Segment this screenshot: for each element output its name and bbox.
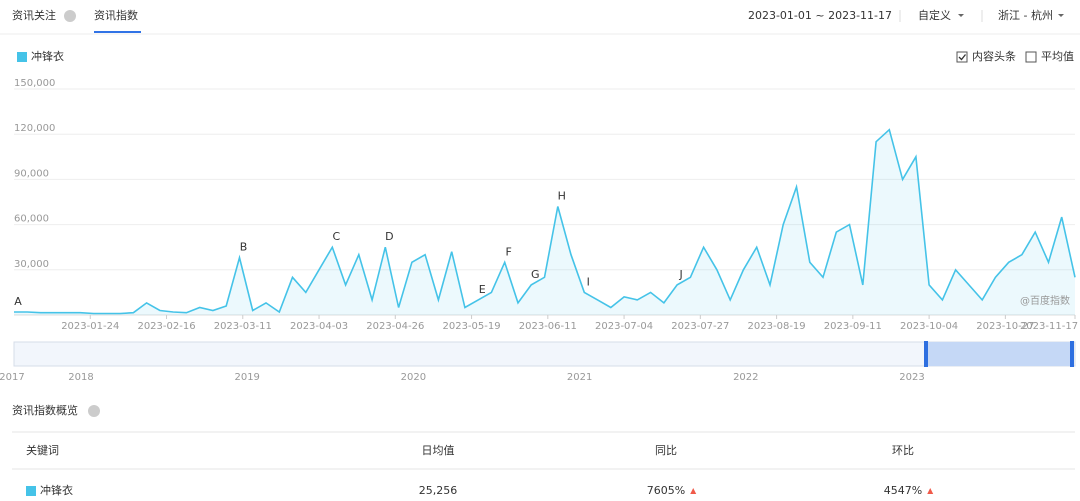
navigator-year: 2020 bbox=[401, 372, 426, 383]
x-tick-label: 2023-11-17 bbox=[1020, 321, 1078, 332]
region-select[interactable]: 浙江 - 杭州 bbox=[998, 8, 1053, 22]
up-arrow bbox=[690, 488, 697, 494]
checkmark bbox=[958, 54, 967, 61]
navigator[interactable] bbox=[13, 341, 1076, 367]
tab[interactable]: 资讯关注 bbox=[12, 8, 56, 22]
table-header: 同比 bbox=[655, 444, 677, 457]
x-tick-label: 2023-08-19 bbox=[748, 321, 806, 332]
y-tick-label: 30,000 bbox=[14, 259, 49, 270]
caret bbox=[958, 14, 964, 17]
event-marker[interactable]: C bbox=[332, 230, 340, 243]
navigator-year: 2017 bbox=[0, 372, 25, 383]
legend-swatch bbox=[17, 52, 27, 62]
checkbox[interactable] bbox=[1025, 51, 1037, 63]
x-tick-label: 2023-02-16 bbox=[137, 321, 195, 332]
event-marker[interactable]: D bbox=[385, 230, 393, 243]
navigator-year: 2019 bbox=[234, 372, 259, 383]
x-tick-label: 2023-03-11 bbox=[214, 321, 272, 332]
navigator-handle[interactable] bbox=[1070, 341, 1074, 367]
x-tick-label: 2023-10-04 bbox=[900, 321, 958, 332]
event-marker[interactable]: G bbox=[531, 268, 540, 281]
event-marker[interactable]: F bbox=[506, 245, 512, 258]
table-header: 环比 bbox=[892, 444, 914, 457]
help-icon[interactable] bbox=[88, 405, 100, 417]
table-cell: 4547% bbox=[884, 484, 922, 497]
event-marker[interactable]: I bbox=[587, 275, 590, 288]
x-tick-label: 2023-07-27 bbox=[671, 321, 729, 332]
y-tick-label: 120,000 bbox=[14, 123, 55, 134]
navigator-year: 2022 bbox=[733, 372, 758, 383]
tab-active[interactable]: 资讯指数 bbox=[94, 8, 138, 22]
table-cell: 25,256 bbox=[419, 484, 458, 497]
table-header: 关键词 bbox=[26, 443, 59, 457]
y-tick-label: 90,000 bbox=[14, 168, 49, 179]
navigator-year: 2023 bbox=[899, 372, 924, 383]
navigator-selection[interactable] bbox=[925, 342, 1073, 366]
x-tick-label: 2023-05-19 bbox=[442, 321, 500, 332]
summary-title: 资讯指数概览 bbox=[12, 403, 78, 417]
watermark: @百度指数 bbox=[1020, 294, 1070, 307]
event-marker[interactable]: H bbox=[558, 190, 566, 203]
mode-select[interactable]: 自定义 bbox=[918, 8, 951, 22]
x-tick-label: 2023-09-11 bbox=[824, 321, 882, 332]
area bbox=[14, 129, 1075, 315]
event-marker[interactable]: B bbox=[240, 241, 248, 254]
x-tick-label: 2023-07-04 bbox=[595, 321, 653, 332]
navigator-year: 2021 bbox=[567, 372, 592, 383]
x-tick-label: 2023-04-03 bbox=[290, 321, 348, 332]
event-marker[interactable]: E bbox=[479, 283, 486, 296]
option-label[interactable]: 内容头条 bbox=[972, 49, 1016, 63]
up-arrow bbox=[927, 488, 934, 494]
navigator-year: 2018 bbox=[68, 372, 93, 383]
table-header: 日均值 bbox=[422, 444, 455, 457]
navigator-handle[interactable] bbox=[924, 341, 928, 367]
y-tick-label: 150,000 bbox=[14, 78, 55, 89]
checkbox[interactable] bbox=[956, 51, 968, 63]
table-cell: 冲锋衣 bbox=[40, 483, 73, 497]
event-marker[interactable]: A bbox=[14, 295, 22, 308]
x-tick-label: 2023-01-24 bbox=[61, 321, 119, 332]
date-range[interactable]: 2023-01-01 ~ 2023-11-17 bbox=[748, 9, 892, 22]
x-tick-label: 2023-04-26 bbox=[366, 321, 424, 332]
table-cell: 7605% bbox=[647, 484, 685, 497]
tab-underline bbox=[94, 31, 141, 33]
keyword-swatch bbox=[26, 486, 36, 496]
event-marker[interactable]: J bbox=[679, 268, 683, 281]
x-tick-label: 2023-06-11 bbox=[519, 321, 577, 332]
x-tick-label: 2023-10-27 bbox=[976, 321, 1034, 332]
help-icon[interactable] bbox=[64, 10, 76, 22]
legend-label[interactable]: 冲锋衣 bbox=[31, 49, 64, 63]
line bbox=[14, 128, 1076, 315]
caret bbox=[1058, 14, 1064, 17]
y-tick-label: 60,000 bbox=[14, 214, 49, 225]
option-label[interactable]: 平均值 bbox=[1041, 50, 1074, 63]
